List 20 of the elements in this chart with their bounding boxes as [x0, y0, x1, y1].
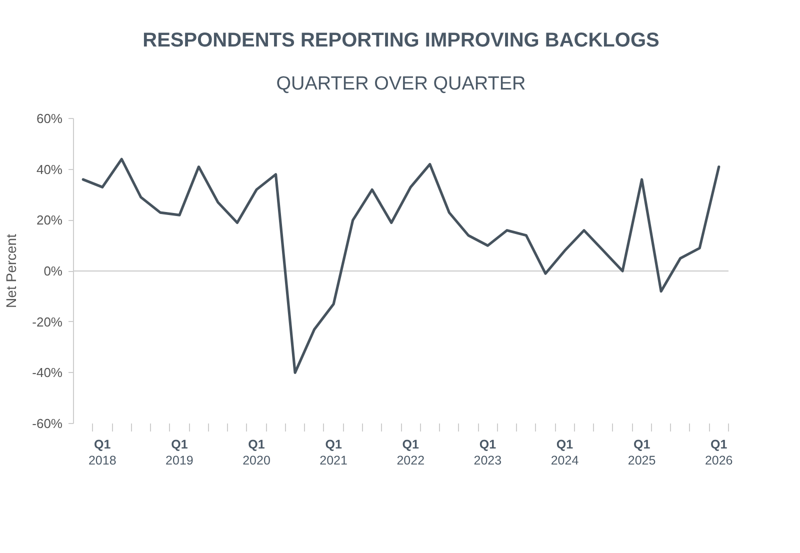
y-tick-label: 20% [36, 212, 63, 228]
y-tick-label: -20% [32, 314, 63, 330]
category-label: Q1 2025 [628, 438, 656, 468]
chart-subtitle: QUARTER OVER QUARTER [276, 74, 526, 94]
category-label: Q1 2022 [396, 438, 425, 468]
category-label: Q1 2026 [704, 438, 733, 468]
category-label: Q1 2021 [320, 438, 348, 468]
chart-title: RESPONDENTS REPORTING IMPROVING BACKLOGS [142, 30, 660, 52]
y-tick-label: 0% [44, 264, 63, 278]
line-series [82, 158, 720, 374]
y-tick-label: 40% [36, 162, 63, 177]
category-label: Q1 2018 [88, 438, 116, 468]
category-label: Q1 2019 [166, 438, 194, 468]
y-axis-title: Net Percent [3, 234, 20, 308]
category-label: Q1 2020 [242, 438, 270, 468]
y-tick-label: 60% [36, 111, 63, 126]
y-tick-label: -60% [32, 416, 63, 431]
category-label: Q1 2023 [474, 438, 502, 468]
category-label: Q1 2024 [550, 438, 579, 468]
y-tick-label: -40% [32, 365, 63, 380]
